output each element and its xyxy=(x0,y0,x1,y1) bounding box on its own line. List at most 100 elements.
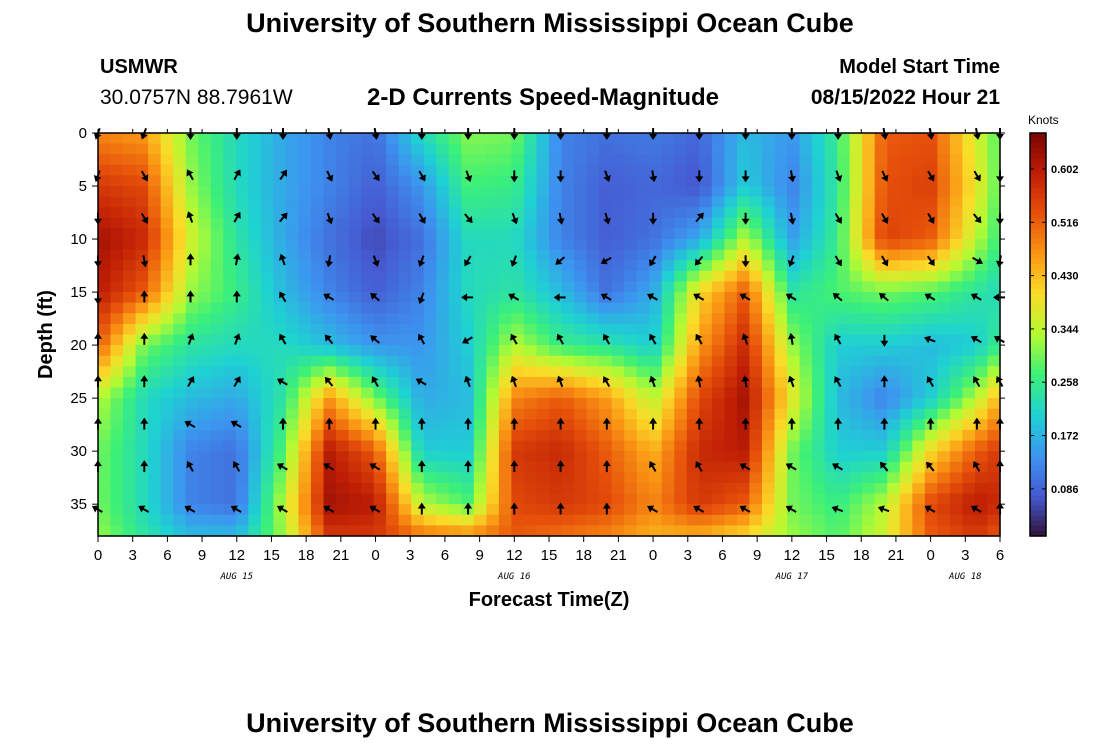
heatmap-cell xyxy=(711,419,725,431)
heatmap-cell xyxy=(787,408,801,420)
heatmap-cell xyxy=(373,472,387,484)
heatmap-cell xyxy=(561,334,575,346)
heatmap-cell xyxy=(736,323,751,336)
heatmap-cell xyxy=(411,196,425,208)
heatmap-cell xyxy=(98,175,112,187)
heatmap-cell xyxy=(273,143,287,155)
heatmap-cell xyxy=(123,398,137,410)
heatmap-cell xyxy=(323,270,337,283)
heatmap-cell xyxy=(135,525,149,537)
heatmap-cell xyxy=(285,366,300,378)
heatmap-cell xyxy=(937,408,951,420)
heatmap-cell xyxy=(173,482,187,495)
heatmap-cell xyxy=(937,196,951,208)
heatmap-cell xyxy=(649,323,663,336)
heatmap-cell xyxy=(887,376,901,389)
heatmap-cell xyxy=(185,334,199,346)
colorbar-segment xyxy=(1030,450,1046,456)
heatmap-cell xyxy=(749,260,763,272)
heatmap-cell xyxy=(173,376,187,389)
heatmap-cell xyxy=(185,228,199,240)
heatmap-cell xyxy=(235,504,249,516)
y-tick-label: 25 xyxy=(70,390,87,407)
heatmap-cell xyxy=(411,366,425,378)
heatmap-cell xyxy=(937,207,951,219)
colorbar-segment xyxy=(1030,485,1046,492)
heatmap-cell xyxy=(323,482,337,495)
heatmap-cell xyxy=(912,451,926,463)
current-arrow xyxy=(187,376,195,388)
heatmap-cell xyxy=(310,493,325,505)
heatmap-cell xyxy=(361,504,375,516)
heatmap-cell xyxy=(511,525,525,537)
heatmap-cell xyxy=(711,323,725,336)
heatmap-cell xyxy=(761,228,776,240)
heatmap-cell xyxy=(448,249,462,261)
colorbar-segment xyxy=(1030,148,1046,154)
heatmap-cell xyxy=(974,164,989,177)
heatmap-cell xyxy=(173,154,187,166)
heatmap-cell xyxy=(173,249,187,261)
current-arrow xyxy=(834,212,843,224)
heatmap-cell xyxy=(235,451,249,463)
colorbar-segment xyxy=(1030,238,1046,245)
current-arrow xyxy=(993,293,1005,302)
heatmap-cell xyxy=(310,186,325,198)
heatmap-cell xyxy=(787,239,801,251)
heatmap-cell xyxy=(549,366,563,378)
current-arrow xyxy=(415,378,427,386)
heatmap-cell xyxy=(799,196,813,208)
heatmap-cell xyxy=(498,143,513,155)
heatmap-cell xyxy=(799,429,813,442)
heatmap-cell xyxy=(787,313,801,325)
heatmap-cell xyxy=(110,175,124,187)
heatmap-cell xyxy=(561,154,575,166)
heatmap-cell xyxy=(173,164,187,177)
heatmap-cell xyxy=(837,281,851,293)
heatmap-cell xyxy=(386,228,400,240)
heatmap-cell xyxy=(511,186,525,198)
heatmap-cell xyxy=(874,355,888,367)
heatmap-cell xyxy=(887,175,901,187)
heatmap-cell xyxy=(323,514,337,526)
heatmap-cell xyxy=(912,461,926,473)
heatmap-cell xyxy=(511,228,525,240)
heatmap-cell xyxy=(473,514,487,526)
heatmap-cell xyxy=(686,133,700,145)
heatmap-cell xyxy=(498,249,513,261)
heatmap-cell xyxy=(461,472,475,484)
heatmap-cell xyxy=(586,355,600,367)
heatmap-cell xyxy=(398,345,412,357)
heatmap-cell xyxy=(198,355,212,367)
heatmap-cell xyxy=(636,355,650,367)
heatmap-cell xyxy=(248,525,262,537)
heatmap-cell xyxy=(411,355,425,367)
heatmap-cell xyxy=(223,207,237,219)
heatmap-cell xyxy=(260,461,274,473)
heatmap-cell xyxy=(799,472,813,484)
heatmap-cell xyxy=(98,260,112,272)
heatmap-cell xyxy=(198,429,212,442)
heatmap-cell xyxy=(398,207,412,219)
colorbar-segment xyxy=(1030,233,1046,240)
current-arrow xyxy=(693,505,705,513)
heatmap-cell xyxy=(135,196,149,208)
heatmap-cell xyxy=(373,260,387,272)
heatmap-cell xyxy=(912,387,926,399)
heatmap-cell xyxy=(974,440,989,452)
heatmap-cell xyxy=(336,260,350,272)
heatmap-cell xyxy=(135,323,149,336)
heatmap-cell xyxy=(361,228,375,240)
heatmap-cell xyxy=(549,376,563,389)
heatmap-cell xyxy=(837,207,851,219)
heatmap-cell xyxy=(461,440,475,452)
heatmap-cell xyxy=(135,154,149,166)
heatmap-cell xyxy=(937,154,951,166)
heatmap-cell xyxy=(298,345,312,357)
heatmap-cell xyxy=(636,186,650,198)
heatmap-cell xyxy=(749,186,763,198)
heatmap-cell xyxy=(185,514,199,526)
heatmap-cell xyxy=(874,514,888,526)
heatmap-cell xyxy=(198,419,212,431)
heatmap-cell xyxy=(674,260,688,272)
